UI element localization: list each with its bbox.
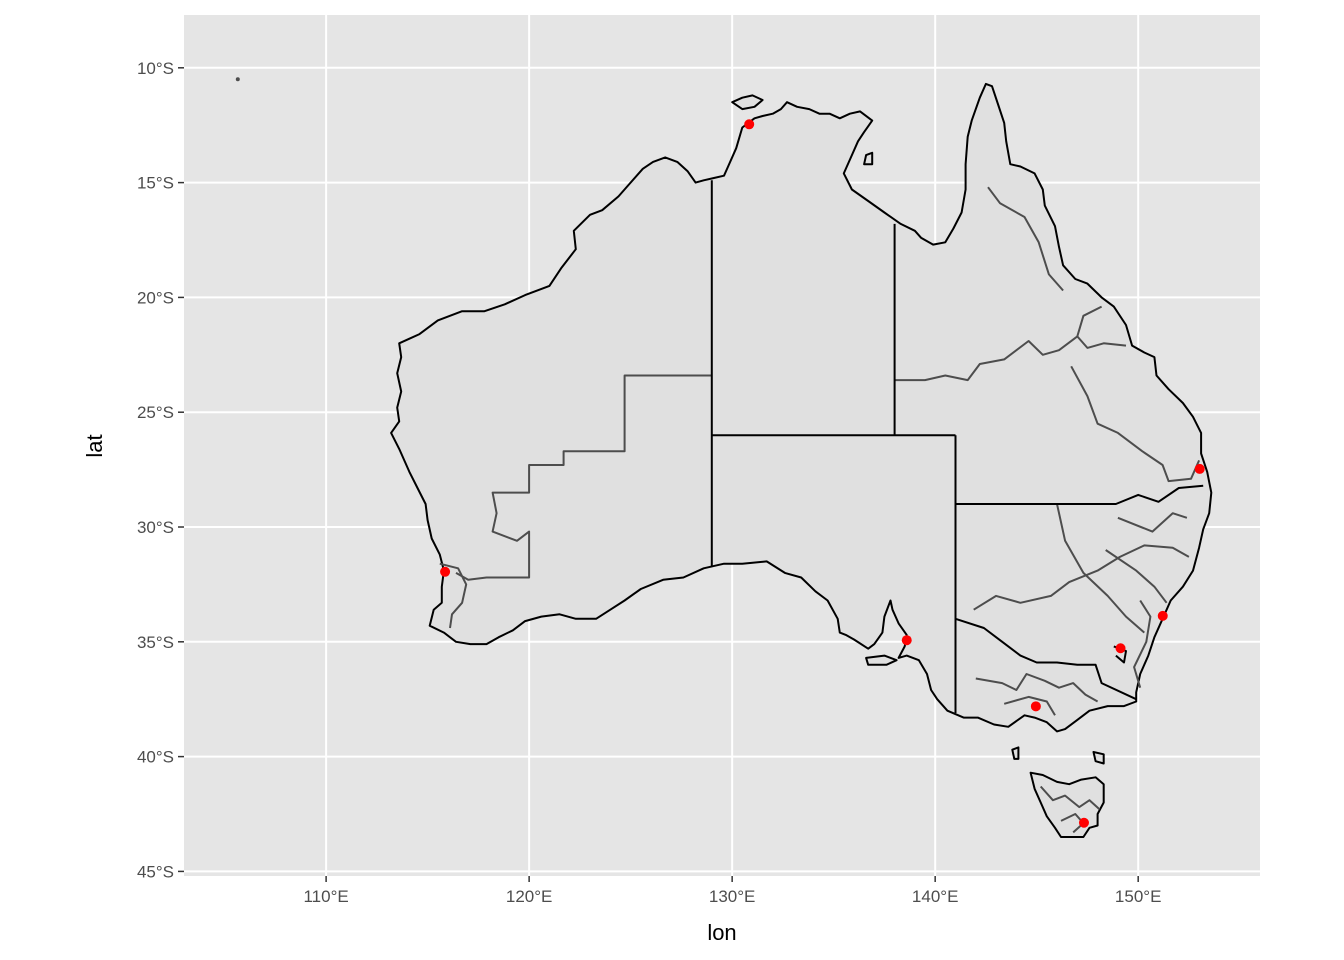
y-tick-label: 20°S: [137, 288, 174, 307]
city-point: [744, 119, 755, 130]
region-border: [1133, 599, 1152, 688]
city-point: [1157, 610, 1168, 621]
region-border: [894, 335, 1127, 382]
x-axis-title: lon: [707, 920, 736, 945]
region-border: [1060, 813, 1085, 834]
island-outline: [731, 94, 764, 111]
city-point: [440, 566, 451, 577]
island-outline: [1092, 751, 1105, 765]
x-tick-label: 150°E: [1115, 887, 1162, 906]
y-tick-label: 10°S: [137, 59, 174, 78]
christmas-island: [235, 77, 240, 82]
mainland-outline: [390, 82, 1213, 733]
x-tick-label: 140°E: [912, 887, 959, 906]
y-tick-label: 35°S: [137, 633, 174, 652]
city-point: [1115, 643, 1126, 654]
state-borders: [710, 180, 1204, 713]
region-border: [1039, 785, 1101, 811]
city-point: [1078, 817, 1089, 828]
x-tick-label: 130°E: [709, 887, 756, 906]
y-axis: 10°S 15°S 20°S 25°S 30°S 35°S 40°S 45°S: [137, 59, 184, 881]
y-axis-title: lat: [82, 434, 107, 457]
region-border: [987, 186, 1064, 292]
island-outline: [865, 654, 898, 666]
state-border: [955, 617, 1137, 701]
region-border: [439, 562, 468, 629]
region-border: [1070, 365, 1201, 483]
city-points: [440, 119, 1205, 828]
city-point: [1030, 701, 1041, 712]
x-axis: 110°E 120°E 130°E 140°E 150°E: [303, 876, 1161, 906]
city-point: [901, 635, 912, 646]
y-tick-label: 40°S: [137, 748, 174, 767]
region-border: [1076, 305, 1103, 337]
land-layer: [235, 77, 1213, 838]
city-point: [1194, 463, 1205, 474]
region-border: [1117, 512, 1188, 533]
state-border: [955, 484, 1204, 505]
y-tick-label: 25°S: [137, 403, 174, 422]
region-border: [455, 374, 712, 581]
region-border: [973, 544, 1190, 611]
region-borders: [439, 186, 1201, 834]
island-outline: [863, 151, 874, 166]
x-tick-label: 110°E: [303, 887, 348, 906]
x-tick-label: 120°E: [506, 887, 553, 906]
island-outline: [1011, 746, 1020, 760]
region-border: [1105, 549, 1168, 604]
y-tick-label: 45°S: [137, 862, 174, 881]
y-tick-label: 15°S: [137, 174, 174, 193]
region-border: [1056, 503, 1145, 634]
y-tick-label: 30°S: [137, 518, 174, 537]
region-border: [1003, 695, 1056, 716]
region-border: [975, 673, 1099, 703]
